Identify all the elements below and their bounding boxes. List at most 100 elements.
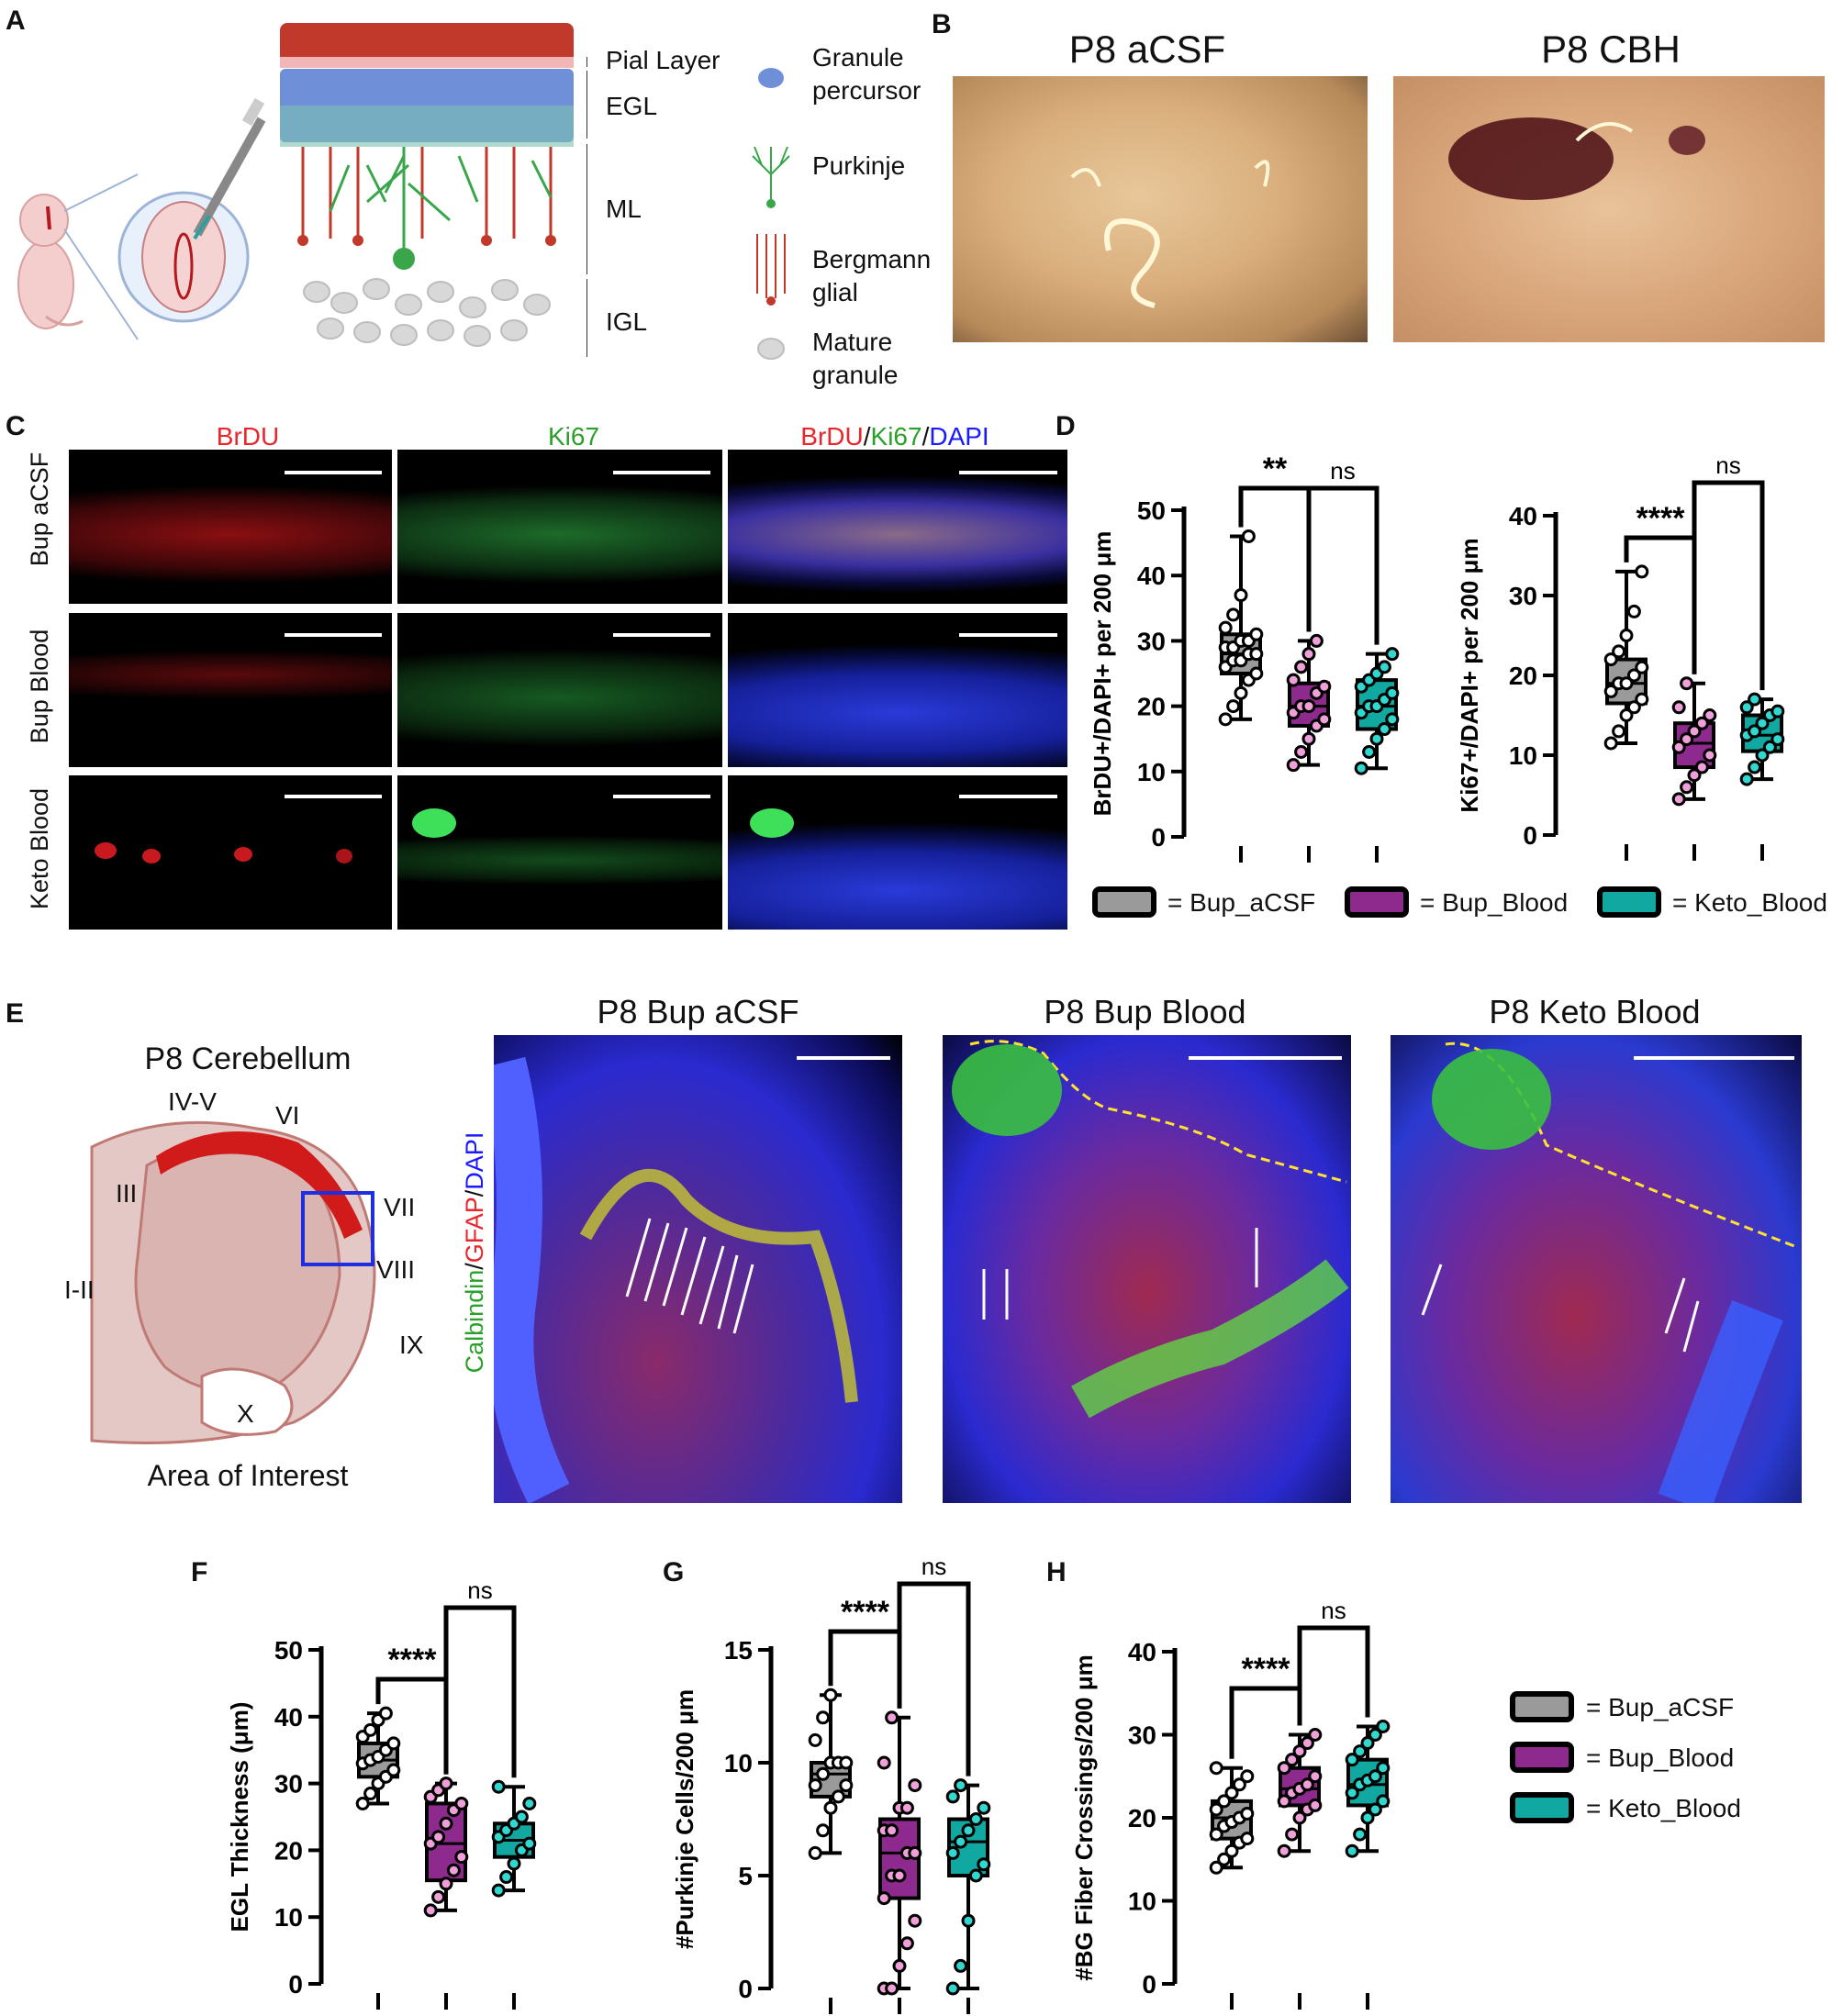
data-point bbox=[977, 1857, 991, 1872]
data-point bbox=[1241, 529, 1256, 543]
cell-type-granule-percursor: Granule percursor bbox=[812, 43, 922, 105]
y-axis-label: BrDU+/DAPI+ per 200 μm bbox=[1089, 531, 1116, 817]
lobule-label-iv-v: IV-V bbox=[168, 1087, 217, 1116]
y-tick-label: 50 bbox=[1137, 496, 1166, 525]
data-point bbox=[1368, 1802, 1382, 1817]
data-point bbox=[1762, 740, 1777, 754]
data-point bbox=[1218, 712, 1233, 727]
data-point bbox=[1626, 668, 1641, 683]
data-point bbox=[1292, 1810, 1307, 1825]
data-point bbox=[1376, 1794, 1391, 1809]
mouse-pup-illustration bbox=[17, 194, 84, 329]
lobule-label-x: X bbox=[237, 1399, 254, 1428]
box-Bup_Blood bbox=[1671, 676, 1717, 807]
significance-bracket bbox=[897, 1581, 971, 1777]
data-point bbox=[431, 1830, 446, 1844]
data-point bbox=[1635, 564, 1649, 579]
image-title-bup-blood: P8 Bup Blood bbox=[1044, 993, 1246, 1030]
data-point bbox=[1612, 724, 1626, 739]
box-Bup_aCSF bbox=[1603, 564, 1649, 751]
col-title-merge: BrDU/Ki67/DAPI bbox=[800, 422, 989, 451]
data-point bbox=[808, 1732, 822, 1747]
y-tick-label: 20 bbox=[1137, 693, 1166, 721]
y-tick-label: 20 bbox=[1128, 1804, 1156, 1832]
legend-label-bup-acsf: = Bup_aCSF bbox=[1167, 888, 1316, 917]
stain-label: Calbindin/GFAP/DAPI bbox=[461, 1131, 488, 1374]
significance-bracket bbox=[828, 1629, 902, 1709]
data-point bbox=[1368, 1769, 1382, 1784]
data-point bbox=[899, 1800, 914, 1815]
data-point bbox=[1619, 676, 1634, 691]
data-point bbox=[885, 1710, 899, 1725]
data-point bbox=[1376, 1761, 1391, 1776]
data-point bbox=[823, 1687, 838, 1702]
data-point bbox=[491, 1883, 506, 1898]
lobule-label-vii: VII bbox=[384, 1193, 416, 1221]
data-point bbox=[908, 1913, 922, 1928]
photo-p8-cbh bbox=[1393, 76, 1825, 342]
data-point bbox=[831, 1789, 845, 1804]
data-point bbox=[1345, 1843, 1359, 1858]
significance-bracket bbox=[1692, 480, 1765, 691]
data-point bbox=[363, 1787, 378, 1801]
data-point bbox=[1209, 1802, 1223, 1817]
significance-label: ns bbox=[1715, 451, 1740, 479]
data-point bbox=[1694, 760, 1709, 774]
y-tick-label: 0 bbox=[288, 1970, 303, 1999]
data-point bbox=[1703, 748, 1717, 763]
box-Keto_Blood bbox=[491, 1779, 537, 1898]
data-point bbox=[1619, 629, 1634, 642]
chart-d-brdu: 0 10 20 30 40 50 BrDU+/DAPI+ per 200 μm ** ns bbox=[1089, 451, 1400, 863]
data-point bbox=[439, 1877, 453, 1891]
data-point bbox=[423, 1903, 438, 1918]
data-point bbox=[1240, 1806, 1255, 1821]
data-point bbox=[1680, 780, 1694, 795]
photo-title-cbh: P8 CBH bbox=[1541, 28, 1681, 71]
significance-bracket bbox=[1229, 1686, 1302, 1759]
data-point bbox=[1301, 699, 1316, 714]
significance-0: **** bbox=[1624, 501, 1697, 674]
panel-label-c: C bbox=[6, 411, 26, 441]
data-point bbox=[1694, 716, 1709, 730]
micrograph-keto-blood-brdu bbox=[69, 775, 392, 930]
data-point bbox=[1385, 647, 1400, 662]
y-tick-label: 40 bbox=[1137, 562, 1166, 590]
data-point bbox=[1224, 1786, 1239, 1800]
y-tick-label: 20 bbox=[274, 1836, 303, 1865]
mature-granule-icon bbox=[757, 338, 785, 360]
data-point bbox=[1612, 644, 1626, 659]
data-point bbox=[1353, 1827, 1368, 1842]
legend2-swatch-bup-blood bbox=[1510, 1742, 1574, 1773]
data-point bbox=[1671, 792, 1686, 807]
significance-label: ns bbox=[1321, 1597, 1346, 1624]
photo-p8-acsf bbox=[953, 76, 1368, 342]
data-point bbox=[1286, 758, 1301, 773]
cell-type-bergmann-glial: Bergmann glial bbox=[812, 245, 932, 306]
data-point bbox=[1770, 704, 1785, 718]
data-point bbox=[1603, 736, 1618, 751]
data-point bbox=[1360, 1810, 1375, 1825]
data-point bbox=[816, 1710, 831, 1725]
micrograph-bup-blood-ki67 bbox=[397, 613, 722, 767]
cell-type-purkinje: Purkinje bbox=[812, 151, 906, 180]
box-Bup_aCSF bbox=[355, 1706, 401, 1810]
y-tick-label: 30 bbox=[1128, 1721, 1156, 1750]
data-point bbox=[954, 1834, 968, 1849]
y-tick-label: 10 bbox=[1137, 758, 1166, 786]
data-point bbox=[1369, 731, 1384, 746]
data-point bbox=[1285, 1827, 1300, 1842]
data-point bbox=[1285, 1753, 1300, 1767]
panel-label-b: B bbox=[932, 9, 952, 39]
data-point bbox=[892, 1958, 907, 1973]
data-point bbox=[1377, 660, 1391, 674]
box-Keto_Blood bbox=[1354, 647, 1400, 775]
data-point bbox=[1294, 660, 1309, 674]
photo-title-acsf: P8 aCSF bbox=[1068, 28, 1226, 71]
data-point bbox=[908, 1845, 922, 1860]
box-Bup_aCSF bbox=[1209, 1761, 1255, 1875]
data-point bbox=[816, 1766, 831, 1781]
data-point bbox=[945, 1981, 960, 1996]
panel-a-schematic bbox=[17, 23, 587, 357]
data-point bbox=[439, 1816, 453, 1831]
data-point bbox=[816, 1823, 831, 1838]
